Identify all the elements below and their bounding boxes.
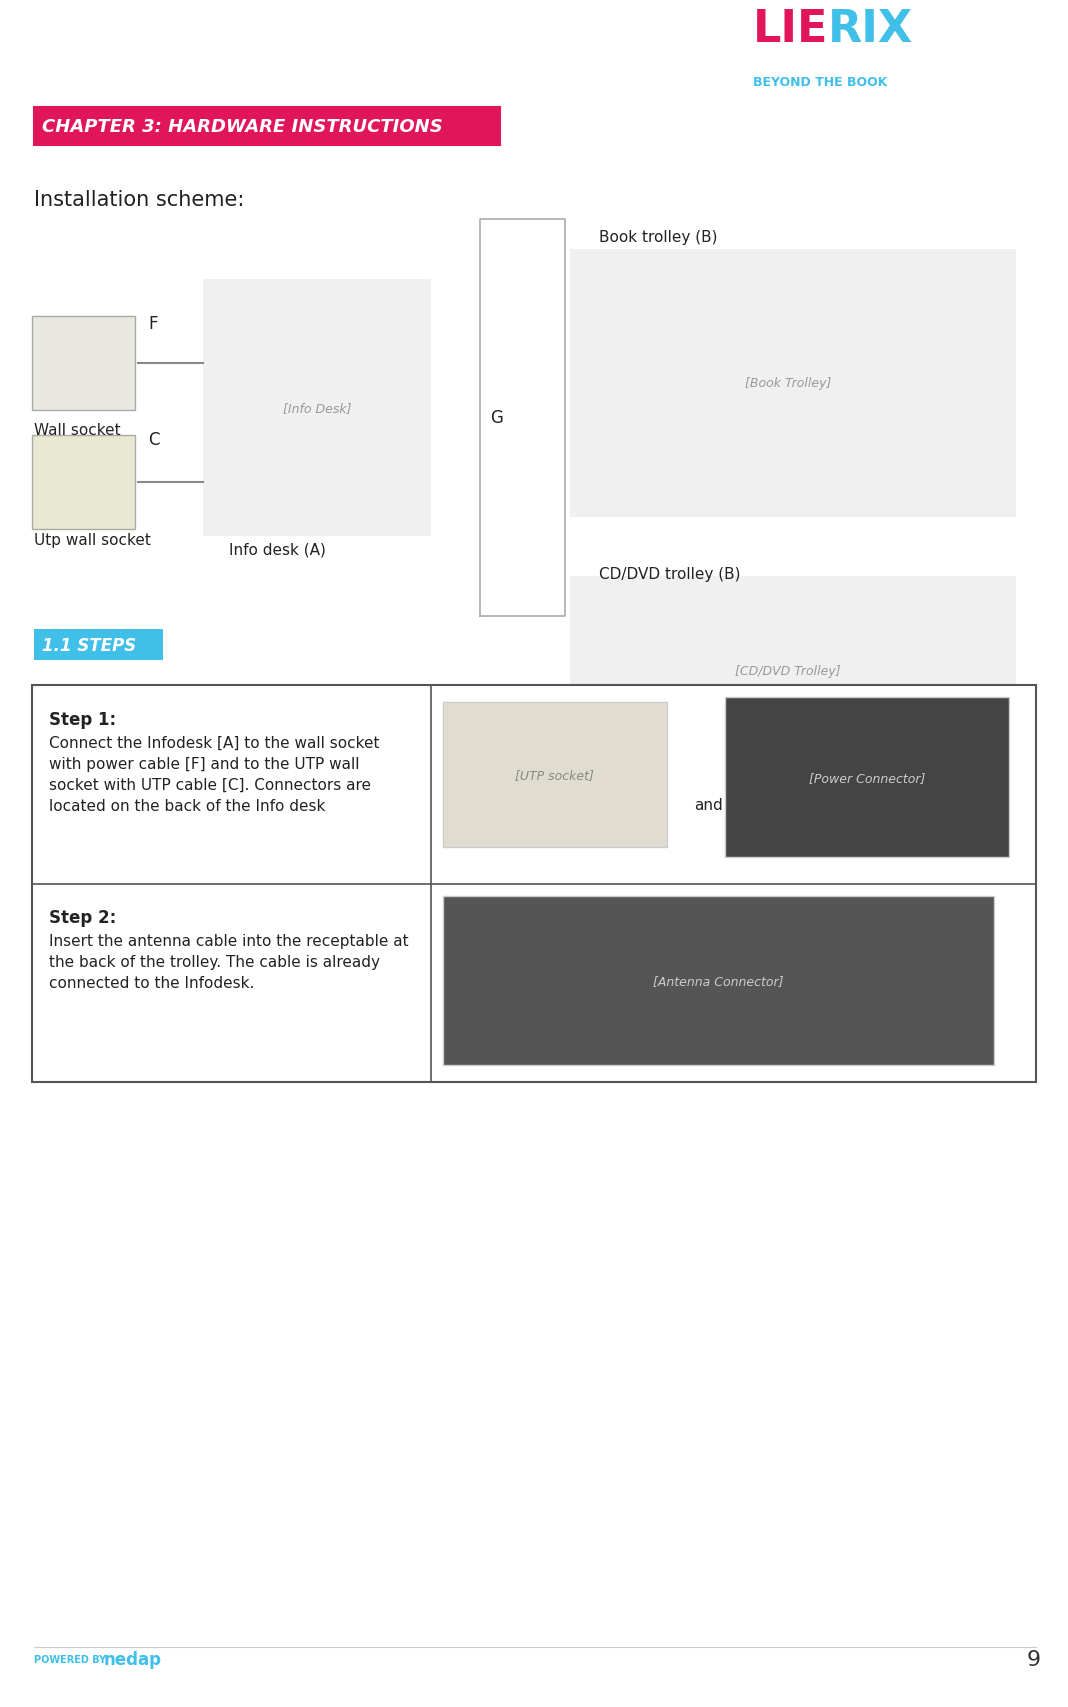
Text: and: and	[694, 797, 723, 813]
FancyBboxPatch shape	[32, 318, 136, 410]
FancyBboxPatch shape	[32, 686, 1036, 1082]
FancyBboxPatch shape	[569, 577, 1016, 765]
Text: CHAPTER 3: HARDWARE INSTRUCTIONS: CHAPTER 3: HARDWARE INSTRUCTIONS	[42, 118, 443, 137]
Text: 1.1 STEPS: 1.1 STEPS	[42, 637, 137, 654]
Text: Insert the antenna cable into the receptable at
the back of the trolley. The cab: Insert the antenna cable into the recept…	[49, 934, 409, 990]
Text: nedap: nedap	[104, 1651, 161, 1668]
FancyBboxPatch shape	[34, 108, 500, 145]
Text: Book trolley (B): Book trolley (B)	[599, 230, 718, 244]
Text: G: G	[490, 410, 503, 427]
Text: [Book Trolley]: [Book Trolley]	[744, 377, 831, 389]
FancyBboxPatch shape	[569, 249, 1016, 517]
Text: RIX: RIX	[828, 9, 913, 51]
Text: F: F	[148, 316, 158, 333]
Text: Utp wall socket: Utp wall socket	[34, 533, 151, 548]
Text: POWERED BY: POWERED BY	[34, 1654, 106, 1664]
FancyBboxPatch shape	[32, 435, 136, 529]
Text: Step 2:: Step 2:	[49, 908, 116, 927]
Text: Step 1:: Step 1:	[49, 710, 116, 729]
Text: CD/DVD trolley (B): CD/DVD trolley (B)	[599, 567, 741, 582]
Text: [CD/DVD Trolley]: [CD/DVD Trolley]	[735, 664, 841, 678]
FancyBboxPatch shape	[34, 630, 163, 661]
Text: Wall socket: Wall socket	[34, 423, 121, 439]
Text: Installation scheme:: Installation scheme:	[34, 189, 245, 210]
Text: 9: 9	[1027, 1649, 1041, 1669]
Text: Info desk (A): Info desk (A)	[229, 543, 326, 556]
Text: BEYOND THE BOOK: BEYOND THE BOOK	[753, 77, 888, 89]
Text: [Info Desk]: [Info Desk]	[283, 401, 351, 415]
Text: [UTP socket]: [UTP socket]	[516, 768, 594, 782]
Text: C: C	[148, 432, 159, 449]
FancyBboxPatch shape	[203, 280, 430, 538]
Text: Connect the Infodesk [A] to the wall socket
with power cable [F] and to the UTP : Connect the Infodesk [A] to the wall soc…	[49, 736, 379, 814]
FancyBboxPatch shape	[725, 698, 1009, 857]
Text: LIE: LIE	[753, 9, 829, 51]
FancyBboxPatch shape	[443, 703, 666, 847]
FancyBboxPatch shape	[443, 896, 994, 1065]
Text: [Antenna Connector]: [Antenna Connector]	[654, 975, 784, 988]
Text: [Power Connector]: [Power Connector]	[810, 772, 926, 785]
